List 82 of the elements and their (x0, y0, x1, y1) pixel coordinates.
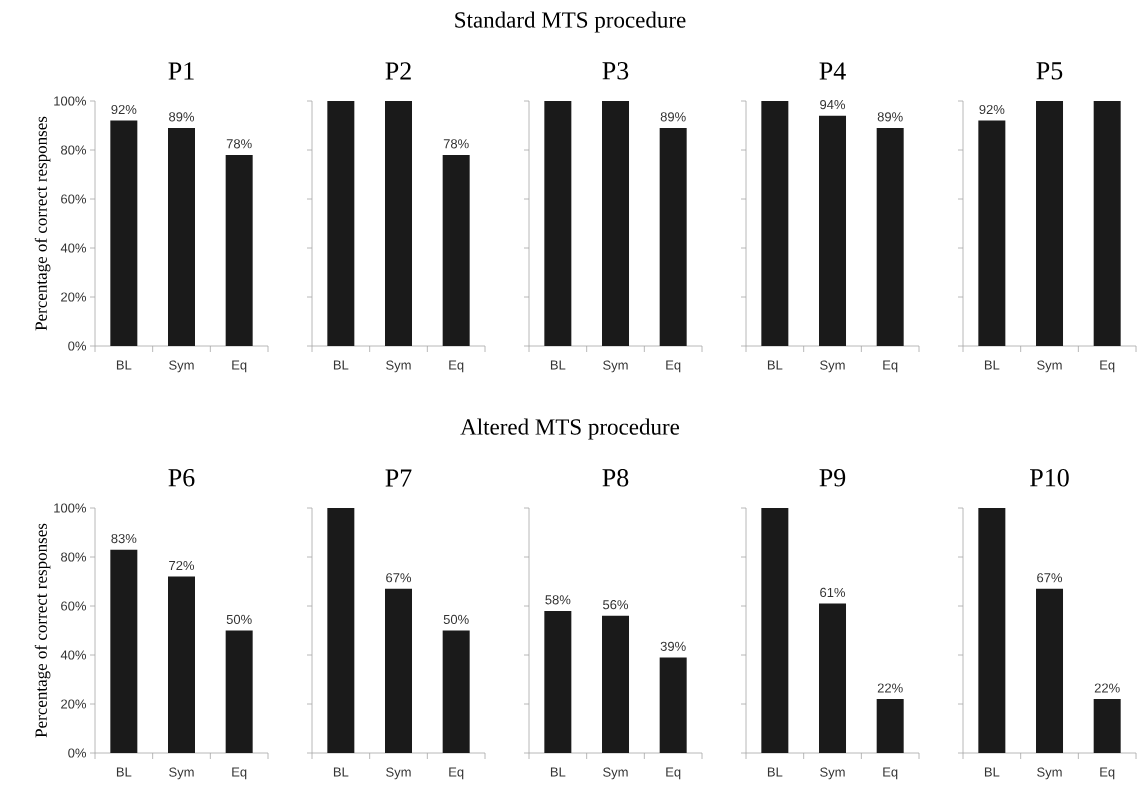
x-tick-label: Eq (449, 360, 464, 373)
x-tick-label: BL (767, 360, 783, 370)
x-tick-label: Eq (1100, 360, 1115, 373)
x-tick-label: Sym (603, 360, 628, 373)
x-tick-label: Eq (666, 360, 681, 373)
text: Standard MTS procedure (455, 11, 686, 33)
y-tick-label: 40% (60, 243, 87, 253)
y-axis-title: Percentage of correct responses (34, 523, 51, 738)
y-tick-label: 0% (68, 341, 87, 351)
x-tick-label: Sym (169, 360, 194, 373)
y-tick-label: 100% (54, 503, 87, 513)
x-tick-label: Eq (666, 767, 681, 780)
data-label: 78% (226, 139, 252, 149)
chart-title: P1 (168, 62, 194, 80)
chart-title: P5 (1036, 62, 1063, 80)
y-tick-label: 80% (61, 552, 87, 562)
data-label: 50% (443, 614, 469, 624)
bar (168, 576, 195, 754)
y-tick-label: 60% (61, 601, 87, 611)
x-tick-label: BL (984, 360, 1000, 370)
data-label: 89% (877, 112, 903, 122)
data-label: 92% (979, 104, 1005, 115)
x-tick-label: Eq (883, 360, 898, 373)
data-label: 22% (877, 683, 903, 693)
data-label: 89% (660, 112, 686, 122)
y-tick-label: 40% (60, 650, 87, 660)
data-label: 50% (226, 614, 252, 624)
x-tick-label: BL (116, 360, 132, 370)
data-label: 39% (660, 641, 686, 651)
chart-title: P10 (1030, 468, 1069, 487)
bar (110, 120, 138, 346)
bar (225, 154, 253, 346)
chart-title: P9 (819, 469, 846, 487)
x-tick-label: Sym (1037, 360, 1062, 373)
x-tick-label: Sym (169, 767, 194, 780)
x-tick-label: BL (333, 360, 349, 370)
y-tick-label: 0% (68, 748, 87, 758)
x-tick-label: Eq (232, 767, 247, 780)
y-tick-label: 80% (61, 145, 87, 155)
data-label: 83% (111, 533, 137, 544)
chart-title: P2 (385, 62, 411, 80)
y-axis-title: Percentage of correct responses (34, 116, 51, 331)
x-tick-label: Eq (449, 767, 464, 780)
data-label: 92% (111, 104, 137, 115)
chart-title: P7 (385, 469, 412, 487)
x-tick-label: Sym (386, 767, 411, 780)
data-label: 67% (1037, 573, 1063, 583)
y-tick-label: 20% (61, 292, 87, 302)
bar (168, 127, 195, 346)
y-tick-label: 100% (54, 96, 87, 106)
chart-title: P6 (168, 469, 195, 487)
data-label: 56% (603, 600, 629, 610)
bar (225, 630, 253, 754)
x-tick-label: Eq (1100, 767, 1115, 780)
x-tick-label: Eq (883, 767, 898, 780)
x-tick-label: BL (116, 767, 132, 777)
x-tick-label: BL (550, 767, 566, 777)
x-tick-label: Eq (232, 360, 247, 373)
data-label: 94% (820, 99, 846, 110)
bar (110, 549, 138, 754)
x-tick-label: Sym (386, 360, 411, 373)
chart-title: P8 (602, 468, 629, 487)
x-tick-label: Sym (603, 767, 628, 780)
data-label: 78% (443, 139, 469, 149)
y-tick-label: 20% (61, 699, 87, 709)
x-tick-label: Sym (820, 360, 845, 373)
data-label: 58% (545, 595, 571, 605)
chart-title: P4 (819, 62, 846, 80)
x-tick-label: BL (333, 767, 349, 777)
x-tick-label: BL (767, 767, 783, 777)
x-tick-label: Sym (1037, 767, 1062, 780)
y-tick-label: 60% (61, 194, 87, 204)
x-tick-label: Sym (820, 767, 845, 780)
chart-title: P3 (602, 62, 629, 80)
data-label: 67% (386, 573, 412, 583)
data-label: 22% (1094, 683, 1120, 693)
x-tick-label: BL (984, 767, 1000, 777)
data-label: 89% (169, 112, 195, 122)
data-label: 72% (169, 560, 195, 571)
text: Altered MTS procedure (460, 418, 680, 440)
data-label: 61% (820, 587, 846, 598)
x-tick-label: BL (550, 360, 566, 370)
